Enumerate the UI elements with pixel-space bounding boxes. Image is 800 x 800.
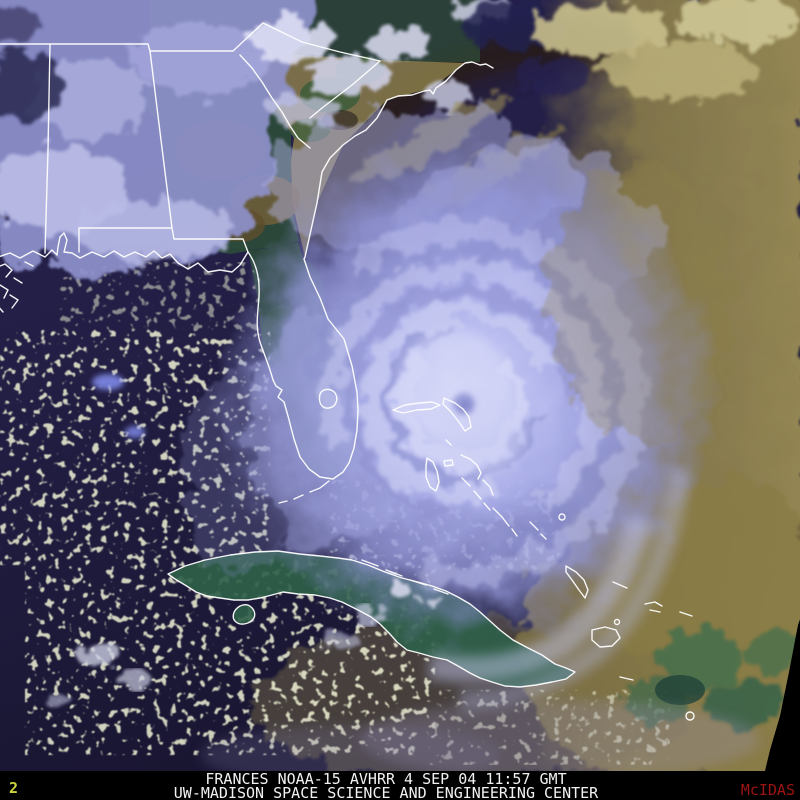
hurricane-frances [180, 110, 730, 710]
bright-cloud-puffs [45, 374, 760, 785]
isle-of-youth [232, 604, 256, 625]
state-borders [0, 22, 381, 254]
bahamas-grand-bahama [392, 401, 441, 414]
map-overlay-lines [0, 22, 695, 721]
land-cuba [168, 551, 800, 730]
mississippi-delta [0, 261, 34, 313]
florida-keys [278, 480, 330, 504]
caption-line-2: UW-MADISON SPACE SCIENCE AND ENGINEERING… [173, 784, 599, 800]
hurricane-tail-band [427, 516, 653, 683]
san-salvador [558, 513, 566, 521]
lake-okeechobee [318, 388, 338, 409]
cloud-mass-northwest [0, 0, 314, 272]
bahamas-eleuthera [460, 454, 482, 480]
small-island-ring [685, 711, 695, 721]
bahamas-exumas [445, 439, 494, 511]
bahamas-abaco [442, 397, 472, 432]
frame-number: 2 [9, 779, 19, 797]
great-inagua [591, 626, 621, 648]
cuban-cays [361, 559, 449, 595]
caption-line-1: FRANCES NOAA-15 AVHRR 4 SEP 04 11:57 GMT [205, 770, 567, 788]
turks-islands [619, 601, 693, 681]
bahamas-long-island [492, 507, 547, 540]
coastline-cuba [167, 550, 576, 688]
caption-bar: FRANCES NOAA-15 AVHRR 4 SEP 04 11:57 GMT… [0, 771, 800, 800]
scan-edge-void [764, 619, 800, 775]
coastline-southeast-us [0, 61, 494, 480]
crooked-acklins [565, 565, 628, 599]
bahamas-new-providence [443, 459, 454, 467]
mcidas-watermark: McIDAS [740, 781, 795, 799]
bahamas-andros [425, 457, 440, 492]
